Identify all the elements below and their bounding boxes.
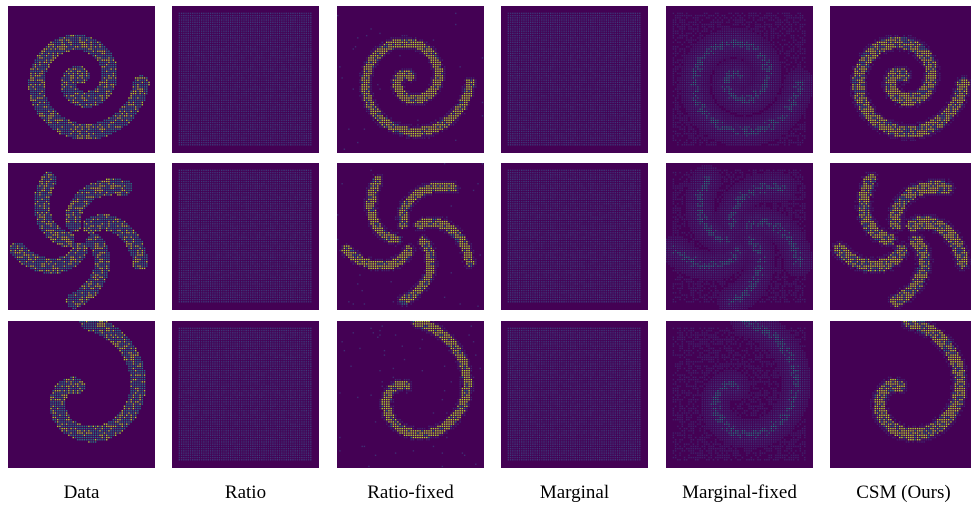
density-plot [830, 163, 971, 310]
panel-ratio-fixed-swiss-roll [337, 6, 484, 153]
density-plot [666, 321, 813, 468]
panel-csm-single-spiral [830, 321, 971, 468]
density-plot [337, 6, 484, 153]
density-plot [172, 6, 319, 153]
panel-marginal-fixed-single-spiral [666, 321, 813, 468]
panel-marginal-pinwheel [501, 163, 648, 310]
column-label-marginal-fixed: Marginal-fixed [666, 483, 813, 502]
panel-ratio-fixed-single-spiral [337, 321, 484, 468]
panel-csm-swiss-roll [830, 6, 971, 153]
density-plot [172, 163, 319, 310]
panel-ratio-swiss-roll [172, 6, 319, 153]
column-label-ratio: Ratio [172, 483, 319, 502]
column-label-ratio-fixed: Ratio-fixed [337, 483, 484, 502]
panel-ratio-fixed-pinwheel [337, 163, 484, 310]
panel-marginal-single-spiral [501, 321, 648, 468]
density-plot [172, 321, 319, 468]
density-plot [830, 321, 971, 468]
density-plot [501, 6, 648, 153]
panel-marginal-fixed-pinwheel [666, 163, 813, 310]
panel-data-pinwheel [8, 163, 155, 310]
panel-data-single-spiral [8, 321, 155, 468]
panel-marginal-swiss-roll [501, 6, 648, 153]
density-plot [830, 6, 971, 153]
density-plot [501, 321, 648, 468]
density-plot [666, 163, 813, 310]
column-label-data: Data [8, 483, 155, 502]
column-label-csm: CSM (Ours) [830, 483, 971, 502]
panel-marginal-fixed-swiss-roll [666, 6, 813, 153]
panel-ratio-pinwheel [172, 163, 319, 310]
density-plot [8, 163, 155, 310]
density-plot [8, 321, 155, 468]
density-plot [666, 6, 813, 153]
density-plot [337, 321, 484, 468]
column-label-marginal: Marginal [501, 483, 648, 502]
density-plot [337, 163, 484, 310]
density-plot [8, 6, 155, 153]
panel-csm-pinwheel [830, 163, 971, 310]
panel-data-swiss-roll [8, 6, 155, 153]
panel-ratio-single-spiral [172, 321, 319, 468]
density-plot [501, 163, 648, 310]
